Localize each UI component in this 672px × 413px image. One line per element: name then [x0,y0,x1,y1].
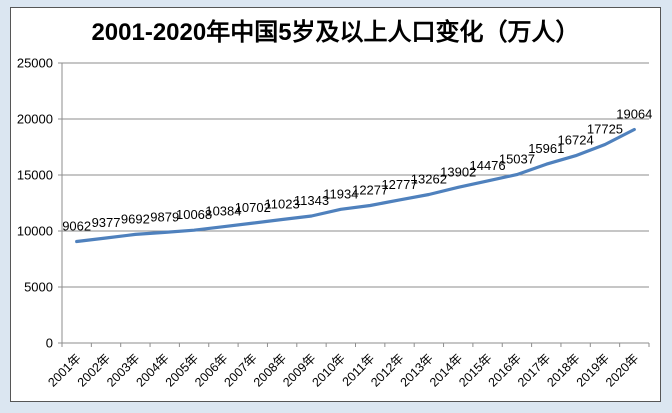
data-label: 16724 [558,133,594,148]
data-label: 11934 [323,186,358,201]
data-label: 9879 [150,209,179,224]
data-label: 11343 [294,193,329,208]
y-axis-tick-label: 5000 [24,280,53,295]
data-label: 9377 [92,215,121,230]
data-label: 11023 [265,197,300,212]
y-axis-tick-label: 0 [46,336,53,351]
data-label: 19064 [616,106,652,121]
y-axis-tick-label: 20000 [17,112,53,127]
data-label: 15961 [528,141,564,156]
chart-title: 2001-2020年中国5岁及以上人口变化（万人） [91,19,580,46]
data-label: 13902 [440,164,476,179]
data-label: 12277 [352,182,388,197]
y-axis-tick-label: 25000 [17,56,53,71]
data-label: 17725 [587,121,623,136]
data-series-line [75,127,636,244]
data-label: 9692 [121,211,150,226]
data-label: 10384 [205,204,241,219]
data-label: 12777 [381,177,417,192]
x-axis-tick-label: 2020年 [603,351,641,389]
data-label: 14476 [469,158,505,173]
data-label: 13262 [411,171,447,186]
y-axis-tick-label: 15000 [17,168,53,183]
y-axis-tick-label: 10000 [17,224,53,239]
data-label: 10702 [235,200,271,215]
data-label: 9062 [62,219,91,234]
chart-card [10,7,661,402]
x-axis-tick-label: 2010年 [310,351,348,389]
data-label: 15037 [499,152,535,167]
data-label: 10068 [176,207,212,222]
